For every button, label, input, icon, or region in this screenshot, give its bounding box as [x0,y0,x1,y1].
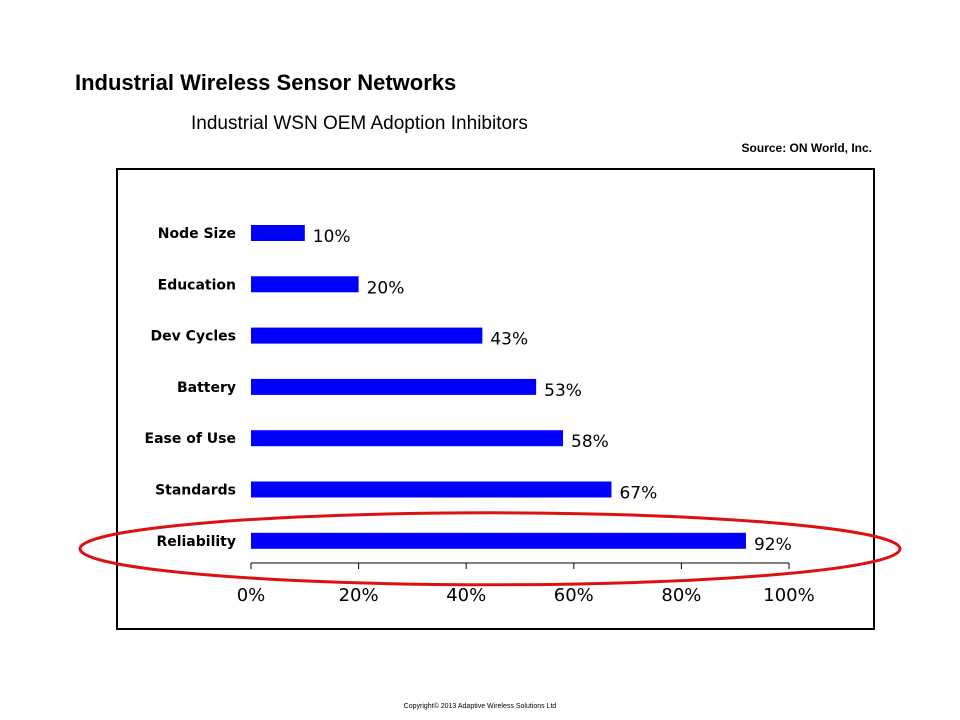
bar-battery [251,378,537,395]
x-tick-label-80: 80% [661,585,701,606]
bar-node-size [251,225,305,241]
bar-education [251,276,359,293]
x-tick-label-40: 40% [446,585,486,606]
bar-standards [251,481,612,498]
category-label-node-size: Node Size [158,226,236,242]
x-tick-label-100: 100% [763,585,814,606]
highlight-ellipse [78,511,902,587]
category-label-dev-cycles: Dev Cycles [151,329,236,345]
value-label-battery: 53% [544,381,582,401]
value-label-education: 20% [367,278,405,298]
category-label-standards: Standards [155,483,236,499]
category-label-ease-of-use: Ease of Use [145,431,237,447]
x-tick-label-0: 0% [237,585,266,606]
bar-ease-of-use [251,430,564,447]
x-tick-label-20: 20% [339,585,379,606]
x-axis: 0% 20% 40% 60% 80% 100% [237,562,815,606]
slide-title: Industrial Wireless Sensor Networks [75,70,457,95]
value-label-standards: 67% [619,484,657,504]
source-note: Source: ON World, Inc. [741,141,872,155]
chart-subtitle: Industrial WSN OEM Adoption Inhibitors [191,113,528,134]
category-label-reliability: Reliability [156,534,236,550]
value-label-dev-cycles: 43% [490,330,528,350]
bar-dev-cycles [251,327,483,344]
copyright-footer: Copyright© 2013 Adaptive Wireless Soluti… [403,703,557,710]
value-label-reliability: 92% [754,535,792,555]
value-label-ease-of-use: 58% [571,432,609,452]
value-label-node-size: 10% [313,227,351,247]
category-label-battery: Battery [177,380,236,396]
chart-frame [116,168,875,630]
highlight-layer [78,511,902,587]
bar-reliability [251,532,746,549]
bars-layer: Node Size 10% Education 20% Dev Cycles 43% Bat… [145,225,792,555]
x-tick-label-60: 60% [554,585,594,606]
category-label-education: Education [158,277,236,293]
